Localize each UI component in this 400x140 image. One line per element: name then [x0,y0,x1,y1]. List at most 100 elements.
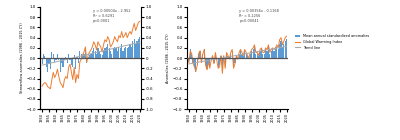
Bar [201,58,202,63]
Bar [60,58,61,72]
Text: y = 0.00356x - 0.1168
R² = 0.2256
p<0.00041: y = 0.00356x - 0.1168 R² = 0.2256 p<0.00… [240,9,279,23]
Bar [113,48,114,58]
Bar [53,54,54,58]
Bar [220,56,222,58]
Bar [61,58,62,63]
Bar [285,41,286,58]
Y-axis label: Streamflow anomalies (1986 - 2015 CY): Streamflow anomalies (1986 - 2015 CY) [20,23,24,94]
Bar [74,55,75,58]
Bar [116,48,117,58]
Bar [135,44,136,58]
Bar [250,53,251,58]
Bar [85,49,86,58]
Bar [114,47,115,58]
Bar [200,51,201,58]
Bar [240,51,241,58]
Bar [71,58,72,65]
Bar [254,47,255,58]
Text: y = 0.00504x - 2.952
R² = 0.6291
p<0.0001: y = 0.00504x - 2.952 R² = 0.6291 p<0.000… [93,9,130,23]
Bar [100,53,101,58]
Bar [191,53,192,58]
Bar [216,58,217,60]
Bar [72,58,74,67]
Bar [286,39,287,58]
Bar [280,41,282,58]
Bar [110,51,111,58]
Bar [243,56,244,58]
Bar [130,44,131,58]
Bar [78,58,79,63]
Bar [238,53,240,58]
Bar [244,51,245,58]
Bar [190,49,191,58]
Bar [226,53,227,58]
Bar [215,53,216,58]
Bar [134,39,135,58]
Bar [51,52,52,58]
Bar [234,58,236,63]
Bar [261,49,262,58]
Bar [82,55,83,58]
Bar [223,56,224,58]
Bar [121,44,122,58]
Bar [103,51,104,58]
Y-axis label: Anomalies (1986 - 2015 CY): Anomalies (1986 - 2015 CY) [166,33,170,83]
Bar [88,57,89,58]
Bar [67,58,68,63]
Bar [219,58,220,65]
Bar [247,56,248,58]
Bar [106,47,107,58]
Bar [65,57,66,58]
Bar [43,54,44,58]
Bar [257,53,258,58]
Bar [86,58,87,63]
Bar [194,58,195,67]
Bar [266,51,268,58]
Bar [258,56,259,58]
Bar [195,58,196,72]
Bar [233,58,234,67]
Bar [90,53,92,58]
Bar [232,51,233,58]
Bar [118,47,120,58]
Bar [271,51,272,58]
Bar [209,58,210,67]
Bar [102,55,103,58]
Bar [246,53,247,58]
Bar [268,47,269,58]
Bar [269,53,270,58]
Bar [108,48,110,58]
Bar [139,37,140,58]
Bar [188,58,190,62]
Bar [64,58,65,60]
Bar [124,48,125,58]
Bar [93,48,94,58]
Bar [47,58,48,72]
Bar [227,56,228,58]
Bar [104,48,106,58]
Bar [92,51,93,58]
Bar [131,47,132,58]
Bar [138,39,139,58]
Bar [252,49,254,58]
Bar [46,58,47,67]
Bar [192,58,194,63]
Bar [70,58,71,60]
Bar [48,58,50,64]
Bar [75,58,76,69]
Bar [224,58,226,67]
Bar [107,44,108,58]
Bar [54,58,55,62]
Bar [283,44,284,58]
Bar [282,47,283,58]
Bar [251,51,252,58]
Bar [128,47,129,58]
Bar [260,51,261,58]
Bar [76,57,78,58]
Bar [218,58,219,67]
Bar [241,53,242,58]
Bar [274,51,275,58]
Bar [58,58,60,60]
Bar [255,53,256,58]
Bar [111,53,112,58]
